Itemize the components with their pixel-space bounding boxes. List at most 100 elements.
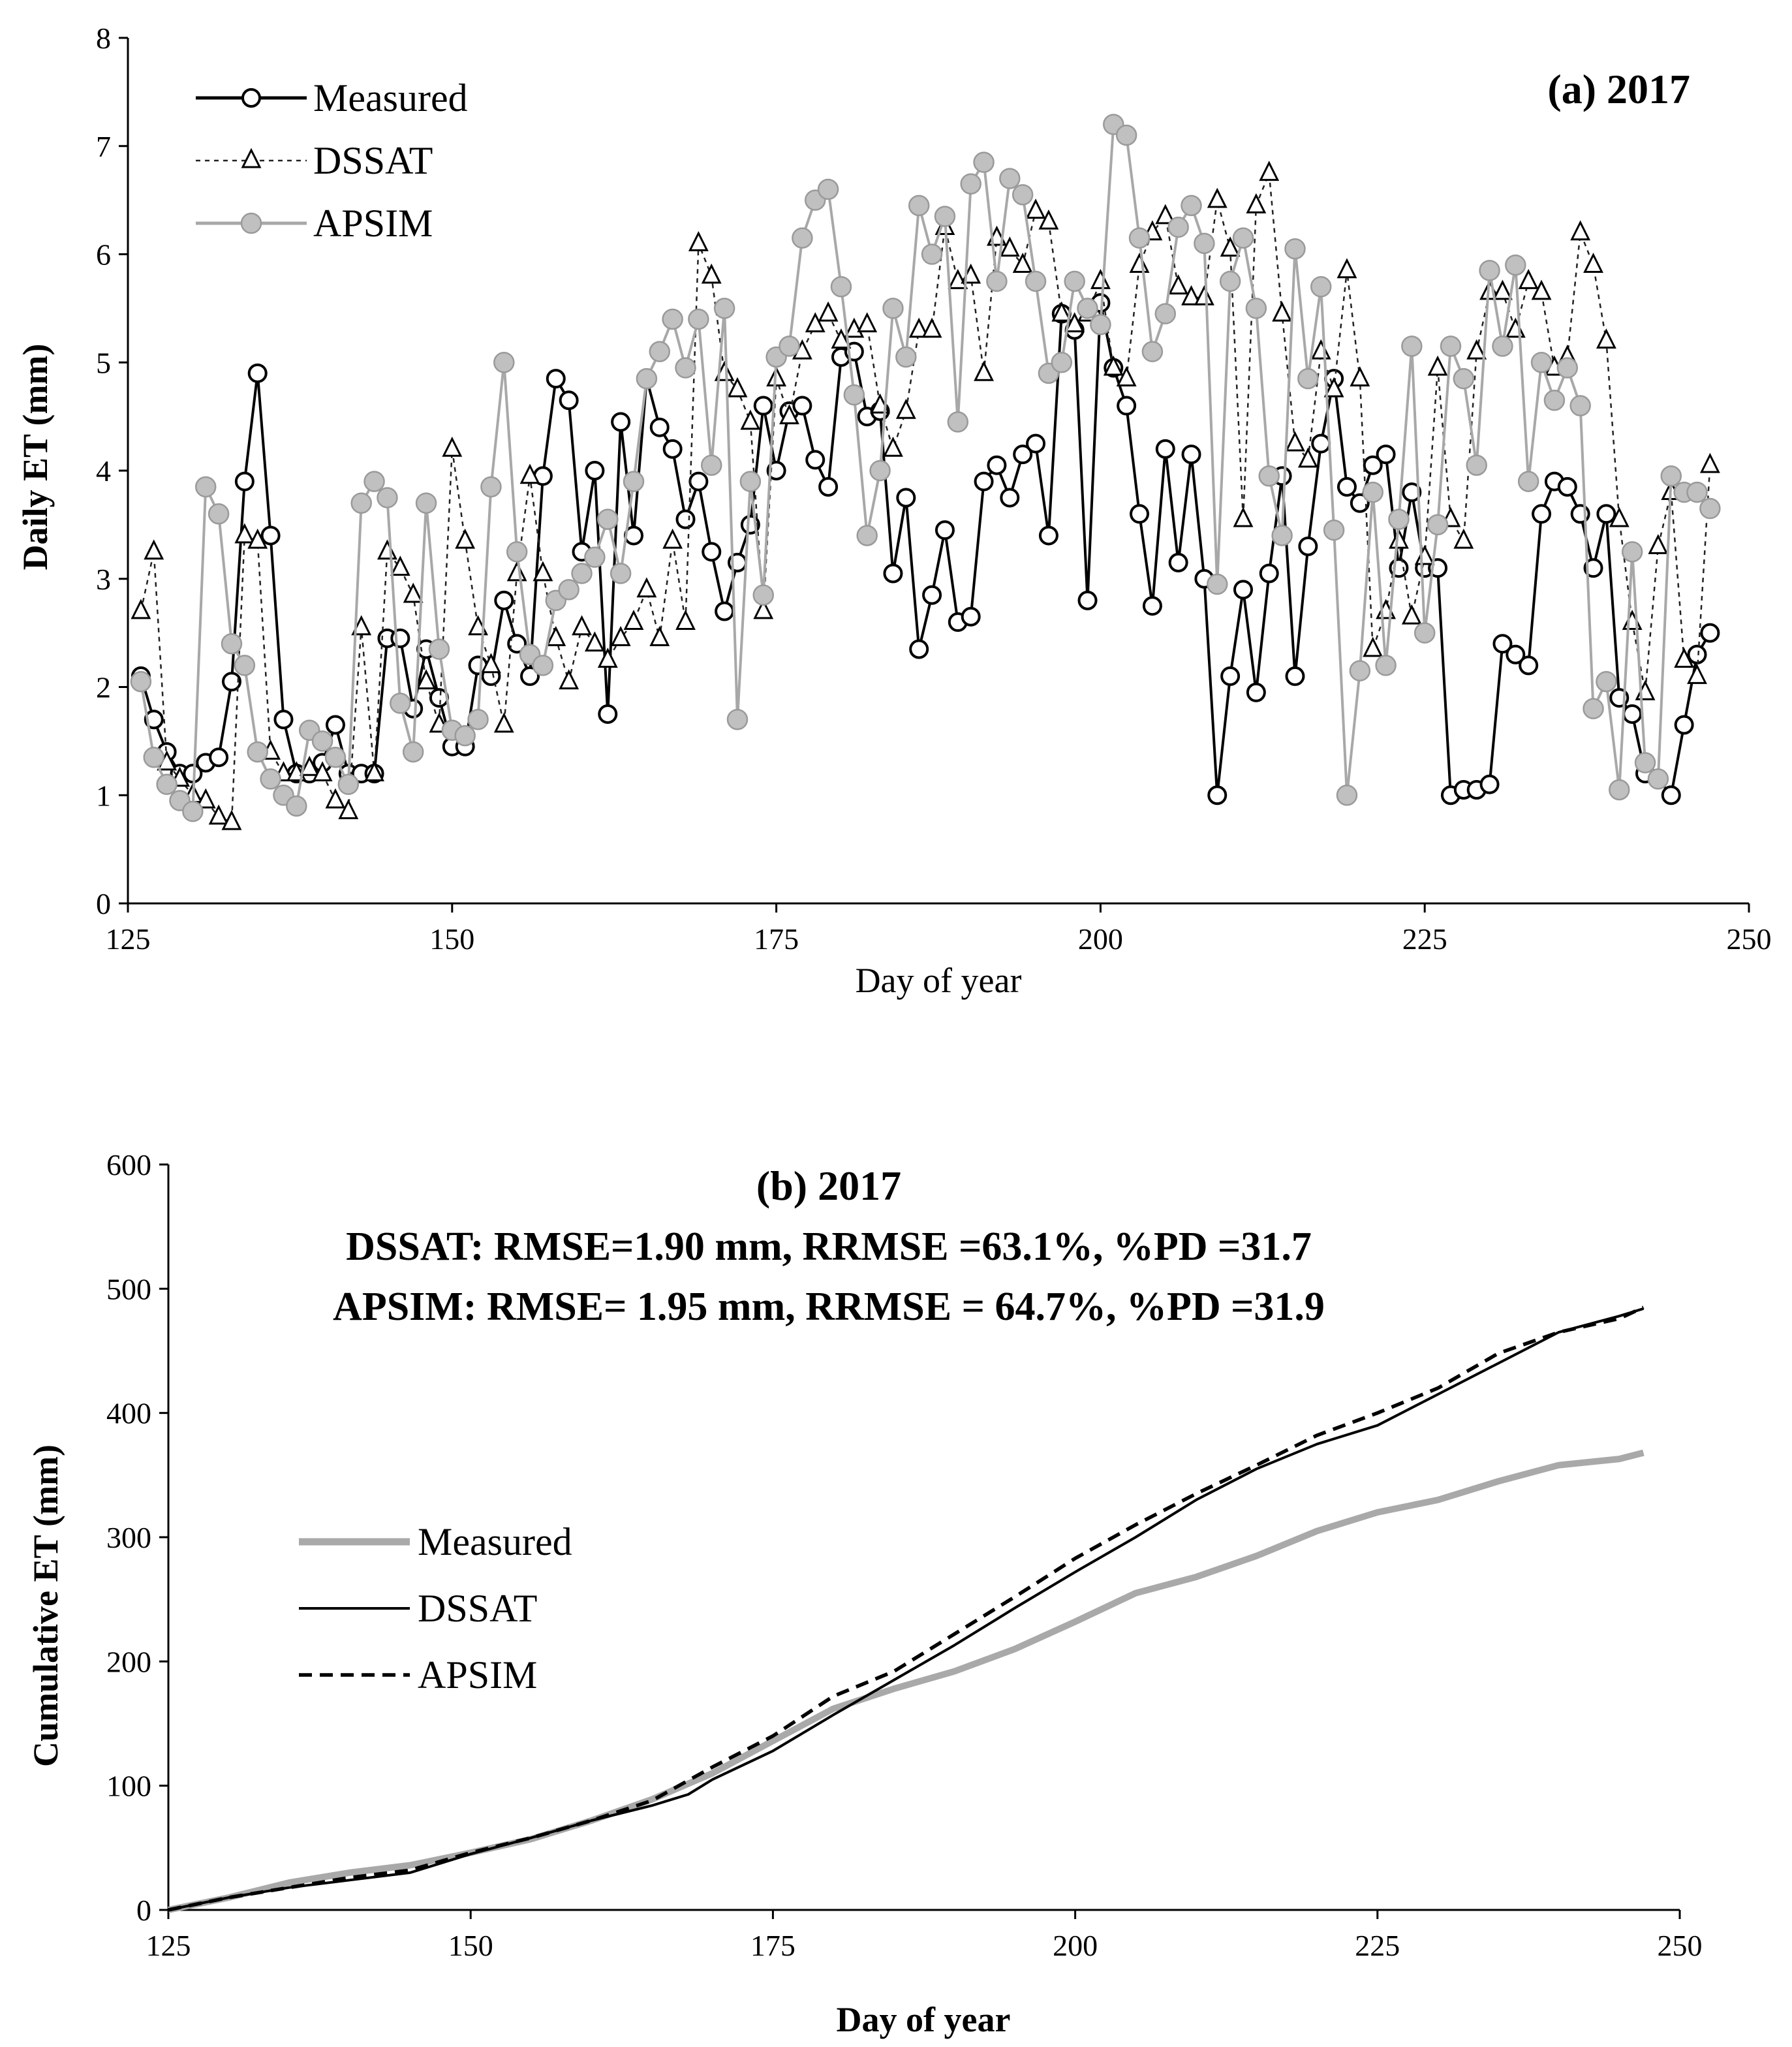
apsim-point xyxy=(1440,336,1462,357)
dssat-point xyxy=(805,312,826,333)
panel-b-y-tick-label: 0 xyxy=(136,1894,151,1927)
panel-a-series-measured-line xyxy=(139,302,1712,797)
measured-point xyxy=(260,525,281,546)
dssat-point xyxy=(195,788,216,809)
apsim-point xyxy=(493,352,515,373)
measured-point xyxy=(1363,455,1383,475)
dssat-point xyxy=(572,615,592,636)
measured-point xyxy=(520,666,540,686)
panel-b-series-measured-line xyxy=(167,1449,1645,1913)
dssat-point xyxy=(506,561,527,582)
apsim-point xyxy=(1310,275,1332,298)
apsim-point xyxy=(895,346,917,368)
apsim-point xyxy=(467,708,489,730)
apsim-point xyxy=(506,541,528,563)
apsim-point xyxy=(1699,497,1721,520)
measured-point xyxy=(1492,634,1513,654)
measured-point xyxy=(1026,433,1046,454)
measured-point xyxy=(753,396,773,416)
dssat-point xyxy=(1492,279,1513,300)
dssat-point xyxy=(1181,285,1201,305)
apsim-point xyxy=(1154,303,1177,324)
dssat-point xyxy=(857,312,878,333)
panel-a-y-tick-label: 5 xyxy=(96,346,111,379)
measured-point xyxy=(675,509,696,529)
apsim-point xyxy=(1453,367,1475,390)
dssat-point xyxy=(1570,220,1591,241)
measured-point xyxy=(209,747,229,768)
measured-point xyxy=(325,715,345,735)
dssat-point xyxy=(1220,236,1241,257)
panel-a-y-tick-label: 1 xyxy=(96,779,111,812)
dssat-point xyxy=(1401,604,1422,625)
measured-point xyxy=(1168,552,1188,572)
apsim-point xyxy=(1167,216,1189,238)
dssat-point xyxy=(1363,636,1383,657)
measured-point xyxy=(688,471,709,492)
dssat-point xyxy=(144,539,164,560)
dssat-point xyxy=(974,360,994,381)
measured-point xyxy=(1233,580,1253,600)
dssat-point xyxy=(351,615,372,636)
measured-point xyxy=(494,590,514,610)
panel-a-x-tick-label: 200 xyxy=(1078,922,1123,956)
measured-point xyxy=(1350,493,1370,513)
dssat-point xyxy=(753,599,774,619)
measured-point xyxy=(598,704,618,724)
dssat-point xyxy=(584,631,605,652)
dssat-point xyxy=(779,404,799,425)
apsim-point xyxy=(869,460,891,482)
apsim-point xyxy=(726,708,749,730)
apsim-point xyxy=(947,411,969,433)
dssat-point xyxy=(1466,339,1487,360)
dssat-point xyxy=(1297,447,1318,468)
dssat-point xyxy=(1090,268,1111,289)
apsim-point xyxy=(739,471,762,492)
apsim-point xyxy=(610,563,632,584)
panel-a-title: (a) 2017 xyxy=(1547,66,1690,112)
legend-label-measured: Measured xyxy=(418,1520,572,1563)
dssat-point xyxy=(623,610,644,630)
apsim-point xyxy=(1141,341,1164,362)
dssat-point xyxy=(1389,528,1409,549)
measured-point xyxy=(935,520,955,540)
measured-point xyxy=(922,585,942,605)
panel-b-x-tick-label: 250 xyxy=(1658,1929,1703,1962)
dssat-point xyxy=(1025,198,1046,219)
panel-b-y-tick-label: 400 xyxy=(106,1397,151,1430)
apsim-point xyxy=(286,795,307,817)
measured-point xyxy=(247,363,268,383)
dssat-point xyxy=(1350,366,1370,387)
dssat-point xyxy=(908,317,929,338)
apsim-point xyxy=(752,584,774,606)
dssat-point xyxy=(377,539,397,560)
legend-label-dssat: DSSAT xyxy=(418,1587,537,1630)
apsim-point xyxy=(402,741,424,763)
apsim-point xyxy=(908,195,930,217)
apsim-point xyxy=(792,227,813,249)
measured-point xyxy=(1336,477,1357,497)
panel-b-y-tick-label: 100 xyxy=(106,1770,151,1803)
apsim-point xyxy=(921,243,943,265)
apsim-point xyxy=(558,579,579,601)
dssat-point xyxy=(1310,339,1331,360)
panel-a-y-tick-label: 8 xyxy=(96,22,111,55)
measured-point xyxy=(273,710,294,730)
panel-b-y-tick-label: 200 xyxy=(106,1645,151,1678)
apsim-point xyxy=(1556,357,1579,379)
dssat-point xyxy=(312,761,333,781)
apsim-point xyxy=(1414,622,1436,644)
dssat-point xyxy=(1194,285,1214,305)
apsim-point xyxy=(377,487,398,508)
panel-b-y-tick-label: 300 xyxy=(106,1521,151,1554)
apsim-point xyxy=(363,471,385,492)
apsim-point xyxy=(584,546,606,568)
measured-point xyxy=(1181,445,1201,465)
apsim-point xyxy=(1543,390,1566,411)
panel-a-y-tick-label: 0 xyxy=(96,887,111,920)
measured-point xyxy=(1259,563,1279,584)
dssat-point xyxy=(1103,355,1124,376)
dssat-point xyxy=(416,669,437,690)
apsim-point xyxy=(649,341,671,362)
dssat-point xyxy=(1622,610,1643,630)
